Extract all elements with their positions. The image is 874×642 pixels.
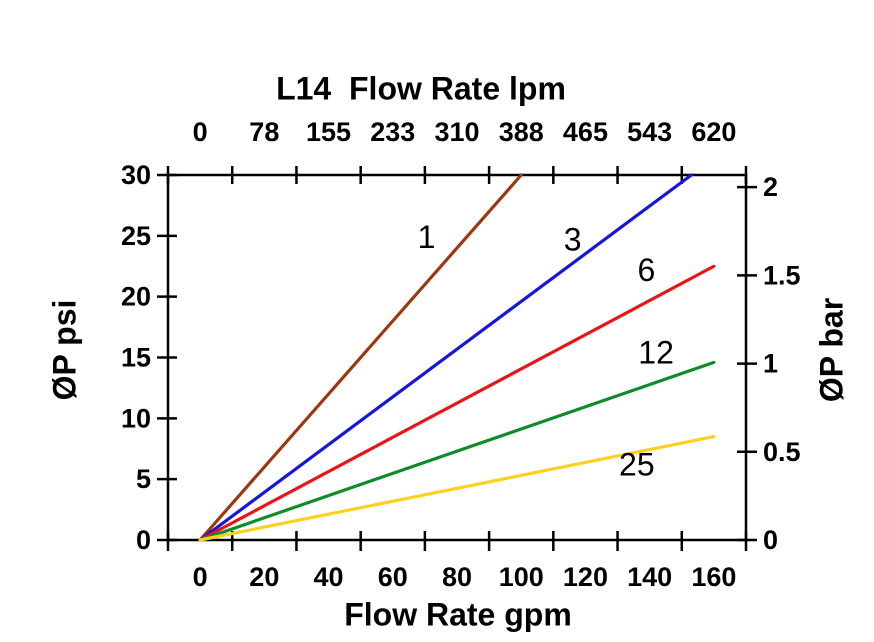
y-tick-label-left: 5 (136, 464, 151, 494)
x-tick-label-bottom: 140 (627, 562, 672, 592)
x-tick-label-bottom: 80 (442, 562, 472, 592)
y-axis-right-title: ØP bar (813, 297, 850, 403)
series-label-3: 3 (564, 221, 582, 257)
x-axis-title: Flow Rate gpm (344, 596, 572, 633)
x-tick-label-bottom: 40 (314, 562, 344, 592)
x-tick-label-bottom: 20 (249, 562, 279, 592)
y-tick-label-left: 30 (121, 160, 151, 190)
x-tick-label-top: 233 (370, 117, 415, 147)
x-tick-label-top: 0 (193, 117, 208, 147)
y-tick-label-left: 20 (121, 282, 151, 312)
chart-title: L14 Flow Rate lpm (276, 70, 566, 107)
y-tick-label-left: 25 (121, 221, 151, 251)
y-tick-label-right: 0 (763, 525, 778, 555)
x-tick-label-bottom: 0 (193, 562, 208, 592)
series-label-6: 6 (638, 252, 656, 288)
x-tick-label-top: 388 (499, 117, 544, 147)
y-axis-left-title: ØP psi (46, 299, 83, 401)
series-line-25 (198, 434, 716, 542)
x-tick-label-top: 78 (249, 117, 279, 147)
x-tick-label-bottom: 100 (499, 562, 544, 592)
x-tick-label-top: 620 (691, 117, 736, 147)
series-line-12 (198, 360, 716, 542)
x-tick-label-top: 543 (627, 117, 672, 147)
x-tick-label-bottom: 120 (563, 562, 608, 592)
y-tick-label-right: 2 (763, 172, 778, 202)
x-tick-label-top: 310 (434, 117, 479, 147)
series-line-6 (198, 264, 716, 542)
series-label-25: 25 (619, 447, 655, 483)
y-tick-label-left: 0 (136, 525, 151, 555)
y-tick-label-right: 1.5 (763, 260, 801, 290)
series-label-12: 12 (638, 335, 674, 371)
series-line-3 (198, 173, 694, 542)
x-tick-label-bottom: 160 (691, 562, 736, 592)
y-tick-label-right: 1 (763, 349, 778, 379)
x-tick-label-top: 465 (563, 117, 608, 147)
series-label-1: 1 (418, 219, 436, 255)
x-tick-label-bottom: 60 (378, 562, 408, 592)
y-tick-label-left: 15 (121, 343, 151, 373)
series-line-1 (198, 173, 523, 542)
y-tick-label-left: 10 (121, 403, 151, 433)
x-tick-label-top: 155 (306, 117, 351, 147)
y-tick-label-right: 0.5 (763, 437, 801, 467)
